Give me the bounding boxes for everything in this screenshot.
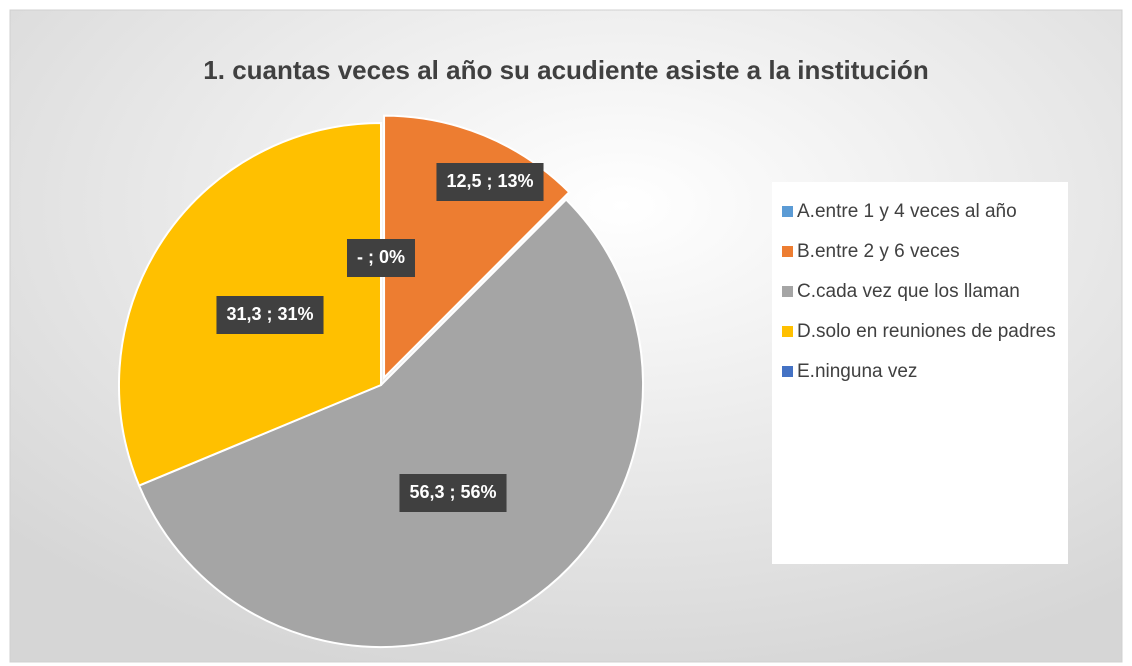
legend-label: C.cada vez que los llaman [797, 281, 1020, 302]
legend-swatch [782, 326, 793, 337]
legend-label: B.entre 2 y 6 veces [797, 241, 960, 262]
legend-swatch [782, 246, 793, 257]
data-label-box [436, 163, 544, 201]
data-label-box [216, 296, 324, 334]
data-label-box [346, 239, 416, 277]
legend-entry: A.entre 1 y 4 veces al año [782, 196, 1058, 227]
legend-entry: E.ninguna vez [782, 356, 1058, 387]
legend: A.entre 1 y 4 veces al año B.entre 2 y 6 … [772, 182, 1068, 564]
chart-title: 1. cuantas veces al año su acudiente asi… [203, 55, 928, 85]
pie-slice [137, 198, 644, 648]
legend-label: D.solo en reuniones de padres [797, 321, 1056, 342]
data-label: 31,3 ; 31% [216, 296, 324, 334]
legend-entry: C.cada vez que los llaman [782, 276, 1058, 307]
data-label-text: 31,3 ; 31% [226, 304, 313, 324]
data-label-box [399, 474, 507, 512]
legend-label: A.entre 1 y 4 veces al año [797, 201, 1017, 222]
data-label: 12,5 ; 13% [436, 163, 544, 201]
data-label-text: 12,5 ; 13% [446, 171, 533, 191]
legend-swatch [782, 366, 793, 377]
legend-swatch [782, 206, 793, 217]
legend-entry: B.entre 2 y 6 veces [782, 236, 1058, 267]
data-label: - ; 0% [346, 239, 416, 277]
legend-label: E.ninguna vez [797, 361, 918, 382]
data-label: 56,3 ; 56% [399, 474, 507, 512]
legend-swatch [782, 286, 793, 297]
data-label-text: 56,3 ; 56% [409, 482, 496, 502]
data-label-text: - ; 0% [357, 247, 405, 267]
legend-entry: D.solo en reuniones de padres [782, 316, 1058, 347]
